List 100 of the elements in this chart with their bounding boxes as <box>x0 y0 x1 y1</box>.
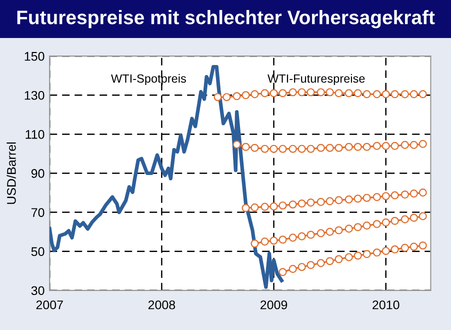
point <box>344 253 353 262</box>
point <box>382 246 390 255</box>
annotation: WTI-Spotpreis <box>111 74 186 86</box>
point <box>390 191 399 200</box>
point <box>418 90 427 98</box>
point <box>278 236 287 244</box>
point <box>344 195 353 204</box>
point <box>306 144 315 153</box>
y-axis-title: USD/Barrel <box>6 142 16 204</box>
point <box>400 140 409 149</box>
point <box>410 214 418 222</box>
point <box>400 215 409 224</box>
point <box>372 193 381 202</box>
point <box>362 142 371 151</box>
point <box>288 264 297 273</box>
x-tick-label: 2008 <box>148 300 176 310</box>
point <box>418 140 427 148</box>
point <box>382 192 390 200</box>
point <box>334 255 343 264</box>
point <box>400 244 409 252</box>
point <box>242 91 250 100</box>
y-tick-label: 50 <box>31 247 44 256</box>
point <box>334 226 343 234</box>
point <box>270 202 278 210</box>
point <box>362 222 371 230</box>
point <box>334 196 343 204</box>
point <box>372 248 381 257</box>
x-tick-label: 2007 <box>36 300 63 310</box>
point <box>410 190 418 198</box>
point <box>270 144 278 153</box>
point <box>326 197 334 206</box>
point <box>418 241 427 250</box>
point <box>382 90 390 98</box>
point <box>400 190 409 199</box>
point <box>306 230 315 239</box>
point <box>326 144 334 152</box>
y-tick-label: 70 <box>31 208 44 217</box>
point <box>250 240 259 248</box>
point <box>354 252 362 260</box>
y-tick-label: 90 <box>31 169 44 178</box>
chart-title: Futurespreise mit schlechter Vorhersagekraft <box>17 10 435 28</box>
point <box>298 199 306 208</box>
point <box>382 142 390 150</box>
point <box>390 90 399 98</box>
point <box>410 90 418 98</box>
point <box>260 89 269 98</box>
point <box>326 257 334 266</box>
annotation: WTI-Futurespreise <box>268 74 365 86</box>
point <box>298 232 306 240</box>
point <box>354 223 362 232</box>
x-tick-label: 2010 <box>372 300 400 310</box>
point <box>288 200 297 209</box>
y-tick-label: 150 <box>24 52 44 61</box>
point <box>270 89 278 98</box>
point <box>354 142 362 151</box>
point <box>326 88 334 96</box>
point <box>326 228 334 236</box>
y-tick-label: 110 <box>26 130 44 139</box>
point <box>278 144 287 153</box>
point <box>298 88 306 96</box>
point <box>306 88 315 96</box>
point <box>316 88 325 96</box>
point <box>306 260 315 270</box>
y-tick-label: 30 <box>31 286 44 296</box>
point <box>250 203 259 212</box>
point <box>260 144 269 153</box>
point <box>410 242 418 251</box>
point <box>270 236 278 245</box>
point <box>390 142 399 150</box>
point <box>354 194 362 203</box>
point <box>316 144 325 152</box>
point <box>232 140 241 149</box>
point <box>344 224 353 233</box>
point <box>288 88 297 96</box>
point <box>316 198 325 206</box>
point <box>250 90 259 98</box>
y-tick-label: 130 <box>24 90 44 100</box>
point <box>344 89 353 98</box>
point <box>306 198 315 207</box>
point <box>354 89 362 98</box>
point <box>316 229 325 238</box>
point <box>334 89 343 98</box>
x-tick-label: 2009 <box>260 300 288 310</box>
point <box>242 204 250 212</box>
point <box>214 93 222 102</box>
point <box>372 220 381 228</box>
point <box>260 202 269 211</box>
point <box>222 93 231 102</box>
point <box>288 234 297 242</box>
point <box>316 259 325 268</box>
point <box>362 194 371 202</box>
point <box>362 90 371 98</box>
point <box>372 90 381 98</box>
point <box>278 201 287 210</box>
point <box>298 144 306 153</box>
point <box>250 144 259 152</box>
point <box>382 218 390 226</box>
point <box>418 188 427 197</box>
point <box>410 140 418 149</box>
point <box>390 216 399 225</box>
